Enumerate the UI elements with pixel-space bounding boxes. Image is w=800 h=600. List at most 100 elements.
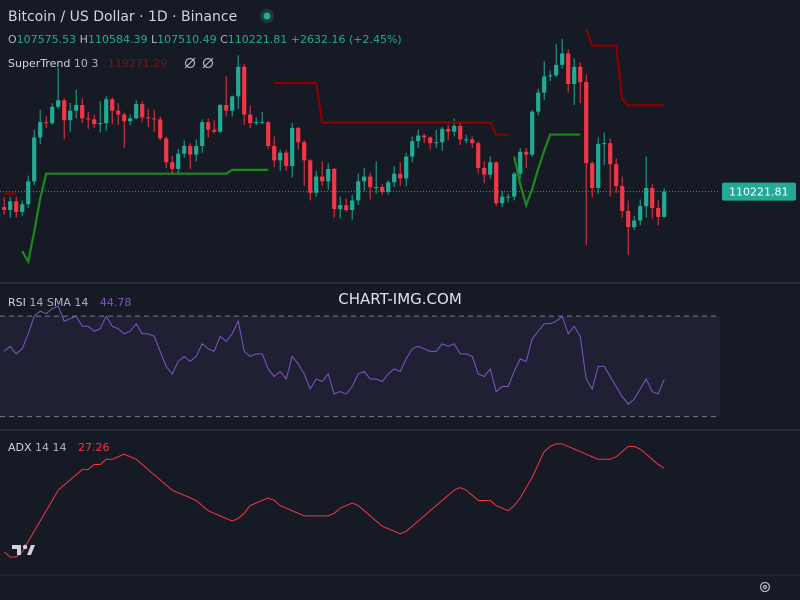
indicator-legend: SuperTrend 10 3 119271.29 xyxy=(8,57,167,70)
candle-body xyxy=(254,122,259,124)
last-price-badge xyxy=(722,182,796,201)
candle-body xyxy=(266,122,271,147)
candle-body xyxy=(338,205,343,210)
candle-body xyxy=(470,139,475,144)
candle-body xyxy=(608,143,613,165)
ohlc-value: 107510.49 xyxy=(157,33,217,46)
candle-body xyxy=(212,129,217,132)
candle-body xyxy=(80,104,85,119)
candle-body xyxy=(584,82,589,164)
candle-body xyxy=(356,181,361,201)
ohlc-label: L xyxy=(151,33,158,46)
adx-legend: ADX 14 14 27.26 xyxy=(8,441,110,454)
candle-body xyxy=(398,173,403,179)
candle-body xyxy=(476,143,481,168)
visibility-icons xyxy=(184,57,214,69)
supertrend-line xyxy=(4,29,665,195)
candle-body xyxy=(92,119,97,125)
candle-body xyxy=(620,186,625,211)
candle-body xyxy=(176,153,181,169)
candle-body xyxy=(236,66,241,97)
candle-body xyxy=(140,104,145,118)
candle-body xyxy=(314,176,319,193)
candle-body xyxy=(32,137,37,182)
candle-body xyxy=(14,201,19,212)
candle-body xyxy=(494,162,499,204)
candle-body xyxy=(56,100,61,107)
candle-body xyxy=(134,104,139,119)
candle-body xyxy=(638,206,643,221)
indicator-value: 119271.29 xyxy=(108,57,168,70)
candle-body xyxy=(464,139,469,141)
candle-body xyxy=(320,176,325,182)
settings-icon[interactable] xyxy=(759,581,771,593)
candle-body xyxy=(194,146,199,155)
candle-body xyxy=(440,128,445,143)
candle-body xyxy=(200,122,205,147)
candle-body xyxy=(272,146,277,161)
candle-body xyxy=(152,118,157,120)
indicator-line xyxy=(3,443,665,558)
candle-body xyxy=(446,128,451,132)
candle-body xyxy=(74,104,79,111)
candle-body xyxy=(68,110,73,121)
candle-body xyxy=(572,66,577,84)
ohlc-label: H xyxy=(80,33,88,46)
indicator-params: 14 xyxy=(29,296,43,309)
label-layer: 110221.81 xyxy=(722,182,796,201)
candle-body xyxy=(104,99,109,124)
candle-body xyxy=(428,137,433,144)
candle-body xyxy=(164,138,169,163)
candle-body xyxy=(284,152,289,167)
candle-body xyxy=(326,168,331,182)
candle-body xyxy=(170,162,175,169)
candle-body xyxy=(344,205,349,210)
chart-title: Bitcoin / US Dollar · 1D · Binance xyxy=(8,9,237,25)
candle-body xyxy=(554,64,559,76)
mark-layer xyxy=(0,29,720,558)
last-price-label: 110221.81 xyxy=(729,186,789,199)
candle-body xyxy=(182,146,187,154)
candle-body xyxy=(308,160,313,193)
candle-body xyxy=(98,123,103,125)
candle-body xyxy=(656,208,661,217)
candle-body xyxy=(632,220,637,228)
band-fill xyxy=(0,316,720,417)
ohlc-label: O xyxy=(8,33,17,46)
candle-body xyxy=(392,173,397,183)
candle-body xyxy=(614,164,619,187)
candle-body xyxy=(524,151,529,155)
candle-body xyxy=(368,176,373,188)
ohlc-value: 110584.39 xyxy=(88,33,148,46)
indicator-value: 27.26 xyxy=(78,441,110,454)
candle-body xyxy=(416,135,421,142)
candle-body xyxy=(20,204,25,212)
candle-body xyxy=(662,191,667,217)
candle-body xyxy=(332,168,337,210)
candle-body xyxy=(650,188,655,209)
candle-body xyxy=(26,181,31,205)
candle-body xyxy=(206,122,211,130)
candle-body xyxy=(362,176,367,182)
candle-body xyxy=(260,122,265,124)
candle-body xyxy=(602,143,607,145)
indicator-name: ADX xyxy=(8,441,32,454)
watermark: CHART-IMG.COM xyxy=(338,290,462,308)
candle-body xyxy=(242,66,247,115)
candle-body xyxy=(500,196,505,204)
candle-body xyxy=(146,117,151,119)
candle-body xyxy=(482,167,487,175)
candle-body xyxy=(224,104,229,111)
indicator-ma-params: 14 xyxy=(74,296,88,309)
candle-body xyxy=(128,118,133,122)
candle-body xyxy=(518,151,523,174)
ohlc-value: 107575.53 xyxy=(17,33,77,46)
candle-body xyxy=(8,201,13,210)
indicator-ma-name: SMA xyxy=(47,296,71,309)
indicator-value: 44.78 xyxy=(100,296,132,309)
candle-body xyxy=(374,187,379,189)
candle-body xyxy=(560,53,565,65)
candle-body xyxy=(110,99,115,111)
